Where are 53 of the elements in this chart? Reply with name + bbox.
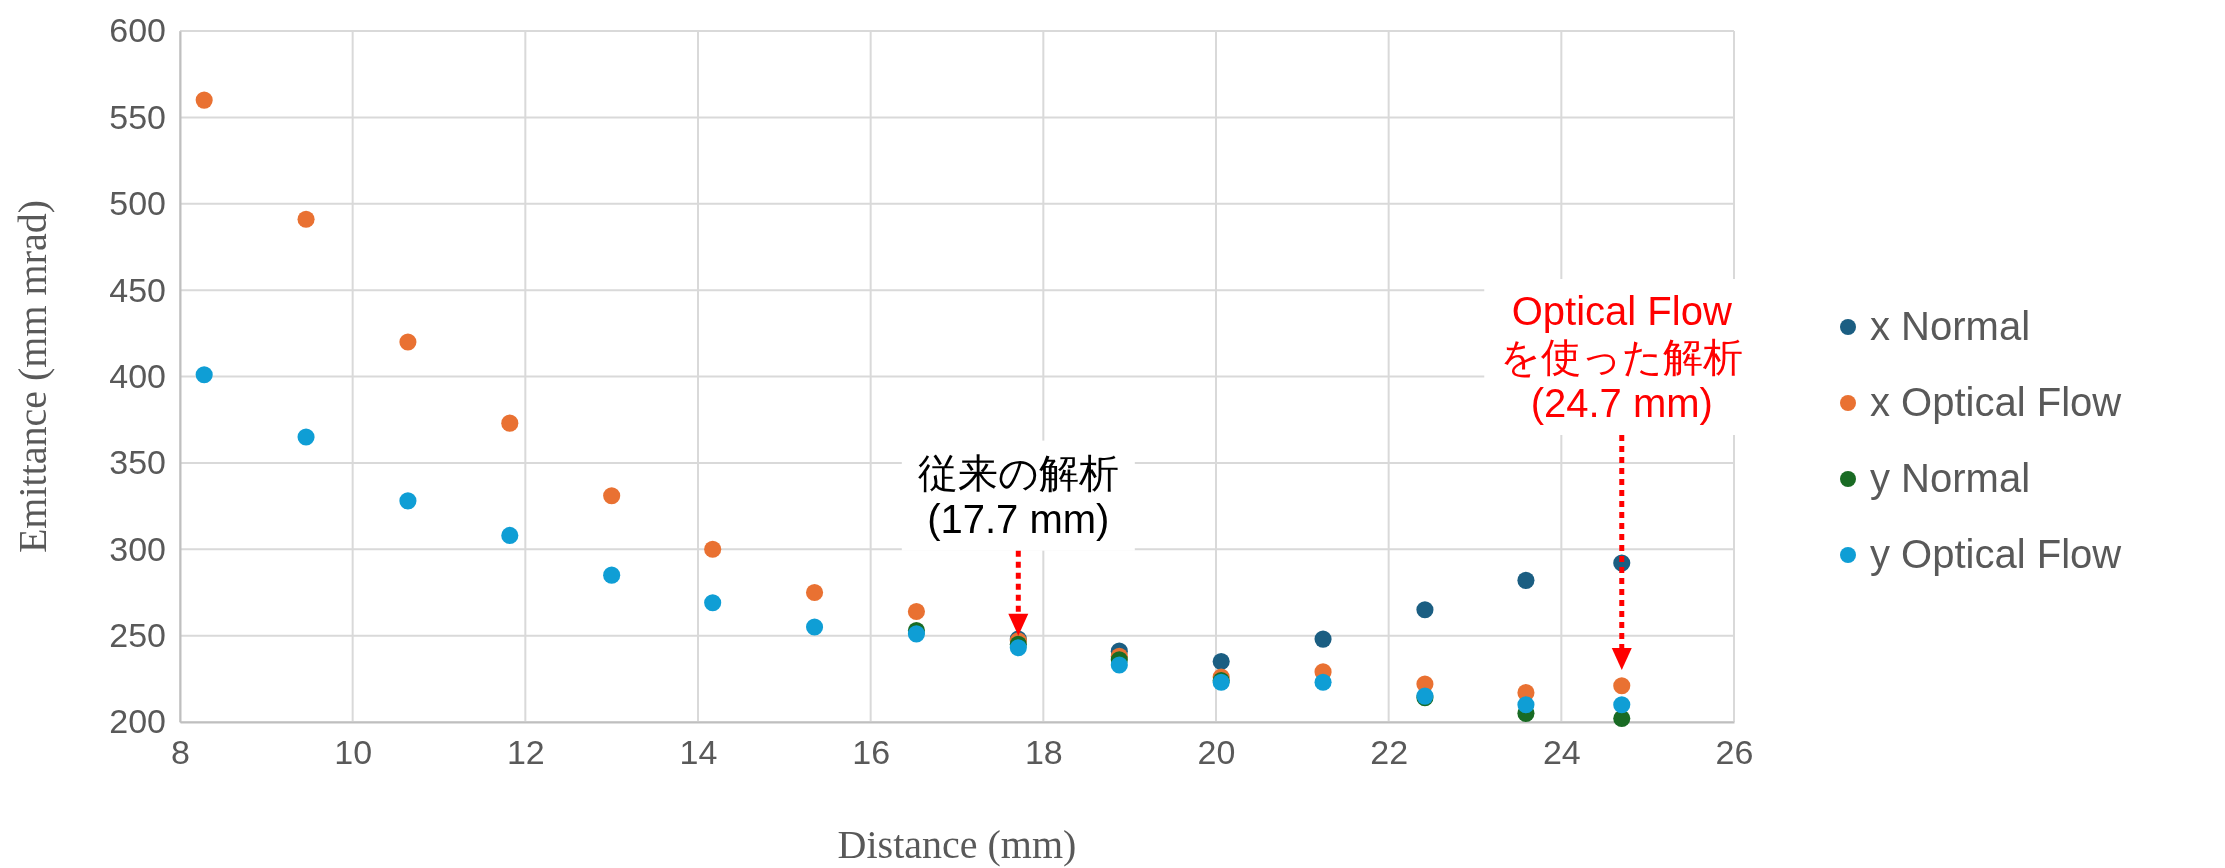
y-tick-label: 200 [109, 702, 166, 741]
point [1110, 656, 1128, 674]
point [1314, 630, 1332, 648]
y-tick-label: 400 [109, 356, 166, 395]
y-tick-label: 300 [109, 529, 166, 568]
x-tick-label: 12 [506, 733, 545, 772]
point [1212, 653, 1230, 671]
legend-label: y Normal [1870, 456, 2031, 500]
point [704, 540, 722, 558]
point [805, 618, 824, 636]
x-tick-label: 16 [852, 733, 891, 772]
annotation: Optical Flow を使った解析 (24.7 mm) [1500, 289, 1744, 425]
x-tick-label: 14 [679, 733, 718, 772]
point [805, 583, 824, 601]
point [501, 414, 519, 432]
x-tick-label: 22 [1370, 733, 1409, 772]
y-tick-label: 500 [109, 184, 166, 223]
point [501, 526, 519, 544]
point [907, 602, 925, 620]
point [603, 566, 621, 584]
point [297, 210, 315, 228]
point [195, 91, 213, 109]
point [399, 492, 417, 510]
x-tick-label: 26 [1715, 733, 1754, 772]
point [1314, 673, 1332, 691]
legend-label: x Normal [1870, 304, 2031, 348]
y-tick-label: 450 [109, 270, 166, 309]
y-tick-label: 600 [109, 11, 166, 50]
y-tick-label: 350 [109, 443, 166, 482]
point [297, 428, 315, 446]
point [399, 333, 417, 351]
point [195, 366, 213, 384]
legend-label: y Optical Flow [1870, 532, 2122, 576]
y-tick-label: 550 [109, 97, 166, 136]
point [1517, 696, 1535, 714]
x-tick-label: 20 [1197, 733, 1236, 772]
y-axis-title: Emittance (mm mrad) [10, 199, 55, 554]
x-tick-label: 8 [171, 733, 190, 772]
annotation: 従来の解析 (17.7 mm) [917, 450, 1119, 541]
x-tick-label: 10 [334, 733, 373, 772]
legend-label: x Optical Flow [1870, 380, 2122, 424]
x-tick-label: 18 [1024, 733, 1063, 772]
point [603, 487, 621, 505]
point [704, 594, 722, 612]
point [1613, 696, 1631, 714]
point [1517, 571, 1535, 589]
x-axis-title: Distance (mm) [837, 822, 1077, 867]
point [907, 625, 925, 643]
point [1613, 677, 1631, 695]
y-tick-label: 250 [109, 616, 166, 655]
point [1416, 601, 1434, 619]
x-tick-label: 24 [1542, 733, 1581, 772]
point [1009, 639, 1027, 657]
